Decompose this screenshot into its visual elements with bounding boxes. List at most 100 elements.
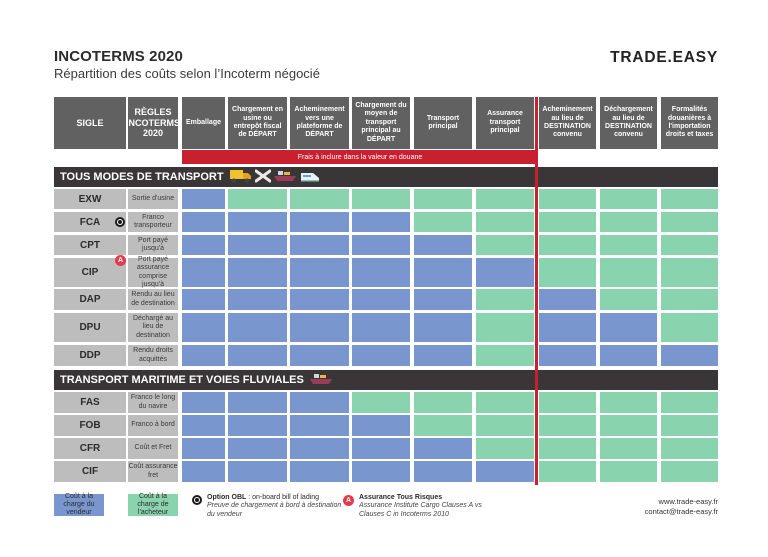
cost-cell-acheminement_depart-seller [290, 392, 349, 413]
cost-cell-transport_principal-seller [414, 258, 472, 287]
train-icon [299, 170, 321, 185]
cost-cell-chargement_moyen-buyer [352, 189, 410, 209]
cost-cell-acheminement_depart-seller [290, 438, 349, 459]
page-subtitle: Répartition des coûts selon l’Incoterm n… [54, 66, 320, 81]
cost-cell-assurance-buyer [476, 345, 534, 366]
cost-cell-chargement_depart-seller [228, 415, 287, 436]
cost-cell-chargement_moyen-seller [352, 345, 410, 366]
ship-icon [309, 373, 332, 388]
incoterm-rule-cif: Coût assurance fret [128, 461, 178, 482]
cost-cell-assurance-seller [476, 461, 534, 482]
incoterm-code-fca: FCA [54, 212, 126, 232]
column-header-chargement_depart: Chargement en usine ou entrepôt fiscal d… [228, 97, 287, 149]
cost-cell-formalites-buyer [661, 392, 718, 413]
legend-obl-text: : on-board bill of lading [246, 494, 320, 501]
incoterm-rule-dap: Rendu au lieu de destination [128, 289, 178, 310]
incoterm-code-cfr: CFR [54, 438, 126, 459]
cost-cell-acheminement_dest-buyer [539, 189, 596, 209]
cost-cell-emballage-seller [182, 212, 225, 232]
cost-cell-chargement_depart-seller [228, 289, 287, 310]
legend-obl: Option OBL : on-board bill of lading Pre… [207, 494, 342, 519]
customs-value-bar: Frais à inclure dans la valeur en douane [182, 150, 538, 164]
cost-cell-dechargement_dest-buyer [600, 212, 657, 232]
cost-cell-acheminement_depart-seller [290, 313, 349, 342]
transport-icons [309, 373, 332, 388]
obl-badge-icon [115, 217, 125, 227]
legend-buyer: Coût à la charge de l'acheteur [128, 493, 178, 516]
incoterm-code-dpu: DPU [54, 313, 126, 342]
cost-cell-acheminement_depart-seller [290, 461, 349, 482]
cost-cell-assurance-buyer [476, 289, 534, 310]
page-title: INCOTERMS 2020 [54, 48, 183, 65]
cost-cell-chargement_depart-seller [228, 258, 287, 287]
cost-cell-acheminement_dest-seller [539, 289, 596, 310]
cost-cell-transport_principal-seller [414, 289, 472, 310]
cost-cell-assurance-buyer [476, 189, 534, 209]
section-header-maritime: TRANSPORT MARITIME ET VOIES FLUVIALES [54, 370, 718, 390]
cost-cell-dechargement_dest-buyer [600, 289, 657, 310]
cost-cell-chargement_depart-seller [228, 438, 287, 459]
brand-logo: TRADE.EASY [610, 49, 718, 66]
cost-cell-assurance-buyer [476, 235, 534, 255]
cost-cell-dechargement_dest-buyer [600, 235, 657, 255]
cost-cell-formalites-buyer [661, 258, 718, 287]
incoterm-rule-cip: Port payé assurance comprise jusqu'à [128, 256, 178, 288]
cost-cell-emballage-seller [182, 189, 225, 209]
cost-cell-transport_principal-seller [414, 313, 472, 342]
cost-cell-acheminement_dest-buyer [539, 235, 596, 255]
cost-cell-chargement_depart-seller [228, 235, 287, 255]
cost-cell-chargement_moyen-buyer [352, 392, 410, 413]
cost-cell-transport_principal-buyer [414, 212, 472, 232]
cost-cell-emballage-seller [182, 345, 225, 366]
legend-a-desc: Assurance Institute Cargo Clauses A vs C… [359, 502, 482, 518]
plane-icon [254, 169, 272, 186]
cost-cell-chargement_moyen-seller [352, 313, 410, 342]
column-header-dechargement_dest: Déchargement au lieu de DESTINATION conv… [600, 97, 657, 149]
email-link[interactable]: contact@trade-easy.fr [644, 506, 718, 516]
cost-cell-transport_principal-seller [414, 438, 472, 459]
cost-cell-acheminement_depart-buyer [290, 189, 349, 209]
cost-cell-chargement_depart-seller [228, 313, 287, 342]
cost-cell-formalites-buyer [661, 189, 718, 209]
cost-cell-transport_principal-buyer [414, 189, 472, 209]
incoterm-rule-fob: Franco à bord [128, 415, 178, 436]
cost-cell-acheminement_dest-buyer [539, 438, 596, 459]
column-header-chargement_moyen: Chargement du moyen de transport princip… [352, 97, 410, 149]
column-header-acheminement_depart: Acheminement vers une plateforme de DÉPA… [290, 97, 349, 149]
insurance-badge-icon: A [115, 255, 126, 266]
cost-cell-dechargement_dest-seller [600, 313, 657, 342]
cost-cell-chargement_moyen-seller [352, 289, 410, 310]
cost-cell-acheminement_dest-buyer [539, 461, 596, 482]
cost-cell-dechargement_dest-seller [600, 345, 657, 366]
cost-cell-chargement_depart-seller [228, 345, 287, 366]
incoterm-rule-fas: Franco le long du navire [128, 392, 178, 413]
cost-cell-emballage-seller [182, 235, 225, 255]
section-title: TRANSPORT MARITIME ET VOIES FLUVIALES [60, 374, 304, 386]
incoterm-code-dap: DAP [54, 289, 126, 310]
column-header-formalites: Formalités douanières à l'importation dr… [661, 97, 718, 149]
cost-cell-dechargement_dest-buyer [600, 258, 657, 287]
column-header-transport_principal: Transport principal [414, 97, 472, 149]
cost-cell-chargement_moyen-seller [352, 461, 410, 482]
cost-cell-chargement_moyen-seller [352, 212, 410, 232]
column-header-acheminement_dest: Acheminement au lieu de DESTINATION conv… [539, 97, 596, 149]
obl-badge-icon [192, 495, 202, 505]
cost-cell-assurance-buyer [476, 313, 534, 342]
transport-icons [229, 169, 321, 186]
cost-cell-transport_principal-seller [414, 461, 472, 482]
incoterm-rule-cpt: Port payé jusqu'à [128, 235, 178, 255]
website-link[interactable]: www.trade-easy.fr [658, 497, 718, 506]
incoterm-code-fob: FOB [54, 415, 126, 436]
incoterm-rule-dpu: Déchargé au lieu de destination [128, 313, 178, 342]
cost-cell-formalites-seller [661, 345, 718, 366]
cost-cell-transport_principal-buyer [414, 392, 472, 413]
cost-cell-acheminement_dest-buyer [539, 212, 596, 232]
cost-cell-dechargement_dest-buyer [600, 189, 657, 209]
incoterm-code-cip: CIP [54, 258, 126, 287]
cost-cell-acheminement_depart-seller [290, 235, 349, 255]
legend-insurance: Assurance Tous Risques Assurance Institu… [359, 494, 494, 519]
column-header-assurance: Assurance transport principal [476, 97, 534, 149]
incoterm-rule-exw: Sortie d'usine [128, 189, 178, 209]
cost-cell-acheminement_depart-seller [290, 415, 349, 436]
cost-cell-assurance-buyer [476, 392, 534, 413]
